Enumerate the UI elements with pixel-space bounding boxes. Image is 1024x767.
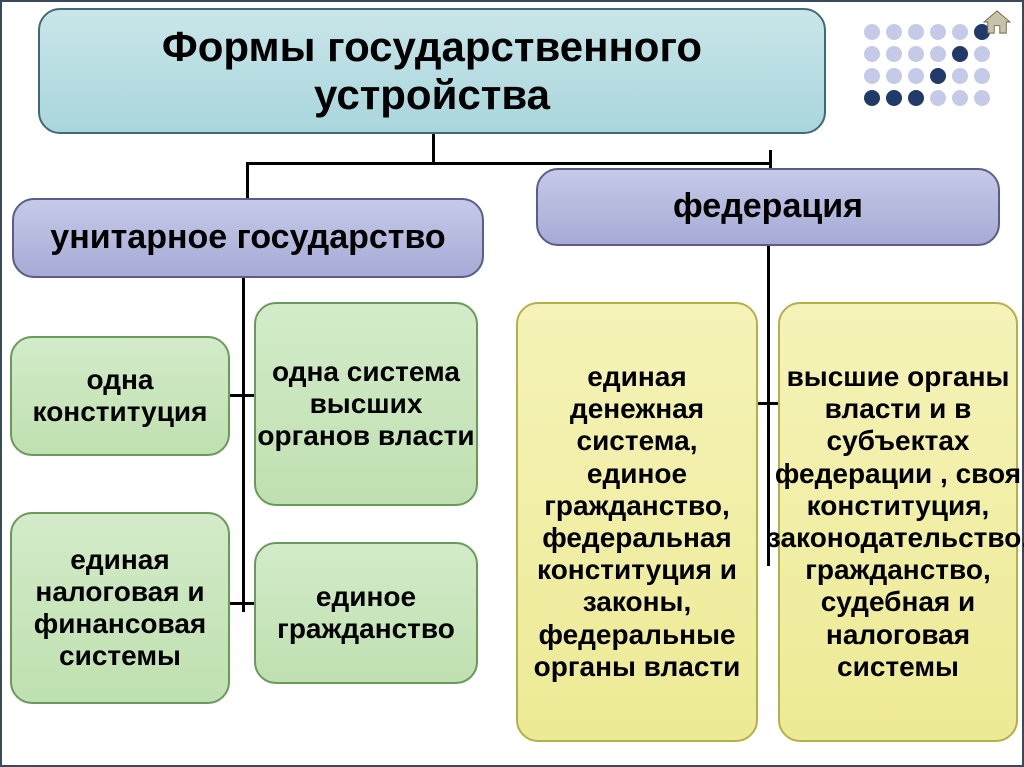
dot-icon (864, 24, 880, 40)
dot-icon (886, 90, 902, 106)
subtitle-left-text: унитарное государство (50, 218, 445, 257)
leaf-text: одна конституция (12, 364, 228, 428)
dot-icon (886, 46, 902, 62)
leaf-green-1: одна конституция (10, 336, 230, 456)
leaf-green-2: одна система высших органов власти (254, 302, 478, 506)
dot-icon (908, 46, 924, 62)
subtitle-right-text: федерация (673, 187, 863, 226)
title-box: Формы государственного устройства (38, 8, 826, 134)
home-icon (980, 8, 1014, 36)
dot-icon (952, 46, 968, 62)
connector (242, 278, 245, 612)
leaf-yellow-2: высшие органы власти и в субъектах федер… (778, 302, 1018, 742)
connector (246, 162, 772, 165)
dot-grid-decoration (864, 24, 992, 108)
dot-icon (952, 24, 968, 40)
subtitle-right: федерация (536, 168, 1000, 246)
dot-icon (908, 24, 924, 40)
leaf-text: одна система высших органов власти (256, 356, 476, 453)
dot-icon (930, 24, 946, 40)
leaf-text: высшие органы власти и в субъектах федер… (767, 361, 1024, 683)
dot-icon (952, 68, 968, 84)
leaf-green-3: единая налоговая и финансовая системы (10, 512, 230, 704)
subtitle-left: унитарное государство (12, 198, 484, 278)
dot-icon (908, 90, 924, 106)
dot-icon (974, 46, 990, 62)
dot-icon (974, 68, 990, 84)
dot-icon (886, 68, 902, 84)
connector (246, 162, 249, 198)
dot-icon (974, 90, 990, 106)
dot-icon (886, 24, 902, 40)
dot-icon (908, 68, 924, 84)
dot-icon (930, 46, 946, 62)
leaf-text: единая налоговая и финансовая системы (12, 544, 228, 673)
dot-icon (930, 68, 946, 84)
connector (432, 134, 435, 162)
leaf-green-4: единое гражданство (254, 542, 478, 684)
title-text: Формы государственного устройства (60, 23, 804, 120)
slide-frame: Формы государственного устройства унитар… (0, 0, 1024, 767)
leaf-yellow-1: единая денежная система, единое гражданс… (516, 302, 758, 742)
leaf-text: единая денежная система, единое гражданс… (528, 361, 746, 683)
leaf-text: единое гражданство (256, 581, 476, 645)
dot-icon (952, 90, 968, 106)
connector (769, 150, 772, 168)
dot-icon (930, 90, 946, 106)
dot-icon (864, 46, 880, 62)
dot-icon (864, 68, 880, 84)
dot-icon (864, 90, 880, 106)
